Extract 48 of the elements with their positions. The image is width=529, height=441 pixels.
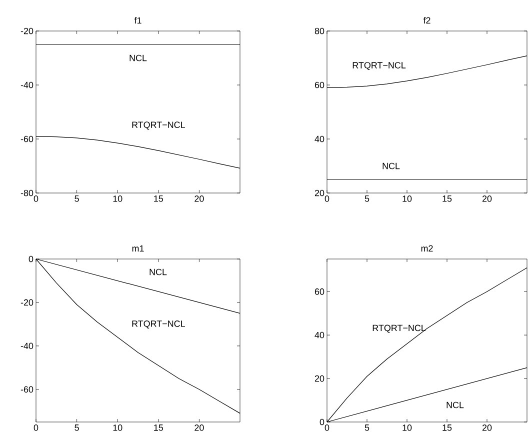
y-tick-label: 0 <box>28 256 34 262</box>
y-tick-label: -60 <box>20 386 34 393</box>
x-tick-label: 15 <box>154 196 164 202</box>
series-label: NCL <box>130 54 147 62</box>
x-tick-label: 10 <box>113 424 122 431</box>
x-tick-label: 0 <box>324 424 330 431</box>
series-label: RTQRT−NCL <box>132 122 185 130</box>
x-tick-label: 5 <box>364 196 370 202</box>
x-tick-label: 20 <box>194 424 204 431</box>
legend-label: NCL <box>150 268 167 276</box>
x-tick-label: 10 <box>402 424 412 431</box>
x-tick-label: 0 <box>34 196 38 202</box>
x-tick-label: 20 <box>482 196 492 202</box>
y-tick-label: -80 <box>20 190 34 196</box>
chart-title: f2 <box>423 17 430 24</box>
x-tick-label: 20 <box>482 424 492 431</box>
x-tick-label: 15 <box>442 196 452 202</box>
series-label: NCL <box>382 162 400 170</box>
x-tick-label: 0 <box>324 196 330 202</box>
y-tick-label: -60 <box>20 136 34 142</box>
y-tick-label: -20 <box>20 28 34 34</box>
x-tick-label: 10 <box>402 196 412 202</box>
y-tick-label: -40 <box>20 342 34 350</box>
chart-title: m1 <box>132 245 144 252</box>
x-tick-label: 5 <box>74 424 79 431</box>
series-label: NCL <box>446 402 464 408</box>
series-label: RTQRT−NCL <box>372 324 426 333</box>
y-tick-label: -40 <box>20 82 34 88</box>
x-tick-label: 20 <box>194 196 204 202</box>
y-tick-label: 20 <box>314 375 324 382</box>
series-label: RTQRT−NCL <box>352 62 406 70</box>
y-tick-label: 40 <box>314 332 324 338</box>
x-tick-label: 15 <box>154 424 164 431</box>
chart-title: f1 <box>134 17 142 24</box>
x-tick-label: 15 <box>442 424 452 431</box>
x-tick-label: 5 <box>364 424 370 431</box>
y-tick-label: 60 <box>314 288 324 295</box>
series-label: RTQRT−NCL <box>132 320 185 328</box>
x-tick-label: 0 <box>34 424 38 431</box>
x-tick-label: 10 <box>113 196 122 202</box>
y-tick-label: -20 <box>20 299 34 306</box>
y-tick-label: 80 <box>314 28 324 34</box>
chart-title: m2 <box>421 245 433 252</box>
y-tick-label: 60 <box>314 82 324 88</box>
y-tick-label: 20 <box>314 190 324 196</box>
x-tick-label: 5 <box>74 196 79 202</box>
y-tick-label: 0 <box>320 418 324 426</box>
y-tick-label: 40 <box>314 136 324 142</box>
